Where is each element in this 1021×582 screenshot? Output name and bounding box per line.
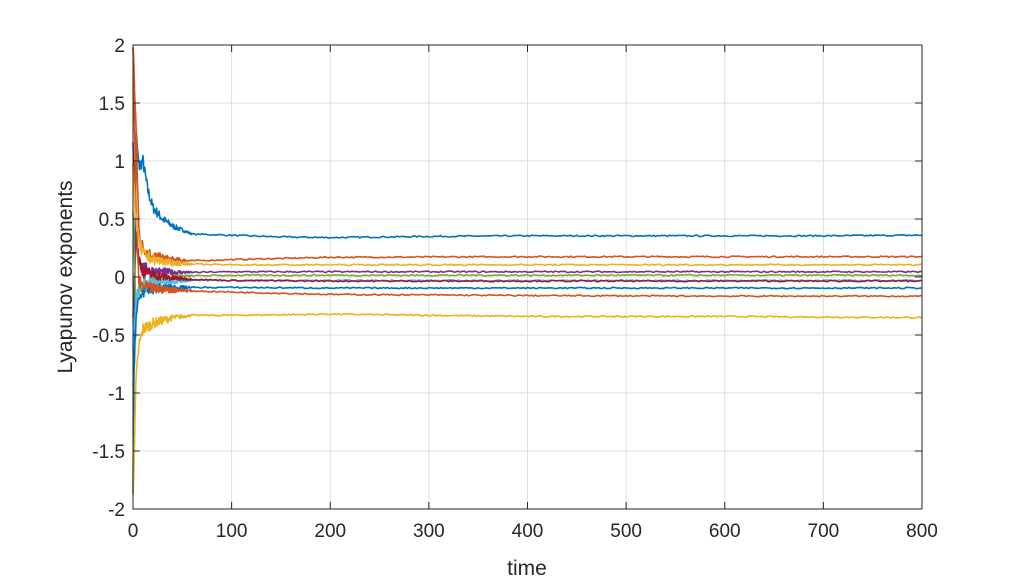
grid xyxy=(133,45,922,509)
y-tick-label: 1 xyxy=(114,152,125,173)
y-tick-label: -2 xyxy=(108,500,125,521)
y-tick-label: -1 xyxy=(108,384,125,405)
y-tick-label: -0.5 xyxy=(92,326,125,347)
x-tick-label: 600 xyxy=(709,521,741,542)
y-tick-label: 0 xyxy=(114,268,125,289)
x-tick-label: 0 xyxy=(128,521,139,542)
x-tick-label: 700 xyxy=(808,521,840,542)
series-line-4 xyxy=(132,239,923,318)
series-line-8 xyxy=(132,282,923,386)
y-tick-label: 2 xyxy=(114,36,125,57)
x-tick-labels: 0 100 200 300 400 500 600 700 800 xyxy=(128,521,938,542)
series-layer xyxy=(132,47,923,496)
series-line-1 xyxy=(132,133,923,494)
y-tick-label: -1.5 xyxy=(92,442,125,463)
y-tick-label: 0.5 xyxy=(99,210,125,231)
x-tick-label: 800 xyxy=(906,521,938,542)
x-tick-label: 200 xyxy=(314,521,346,542)
series-line-10 xyxy=(132,164,923,267)
x-tick-label: 300 xyxy=(413,521,445,542)
ticks xyxy=(132,44,923,510)
series-line-9 xyxy=(132,47,923,298)
x-tick-label: 100 xyxy=(216,521,248,542)
y-axis-label: Lyapunov exponents xyxy=(54,180,77,373)
y-tick-label: 1.5 xyxy=(99,94,125,115)
x-axis-label: time xyxy=(507,557,547,580)
x-tick-label: 400 xyxy=(512,521,544,542)
series-line-7 xyxy=(132,142,923,283)
series-line-3 xyxy=(132,312,923,496)
y-tick-labels: -2 -1.5 -1 -0.5 0 0.5 1 1.5 2 xyxy=(92,36,125,521)
x-tick-label: 500 xyxy=(610,521,642,542)
series-line-2 xyxy=(132,48,923,264)
